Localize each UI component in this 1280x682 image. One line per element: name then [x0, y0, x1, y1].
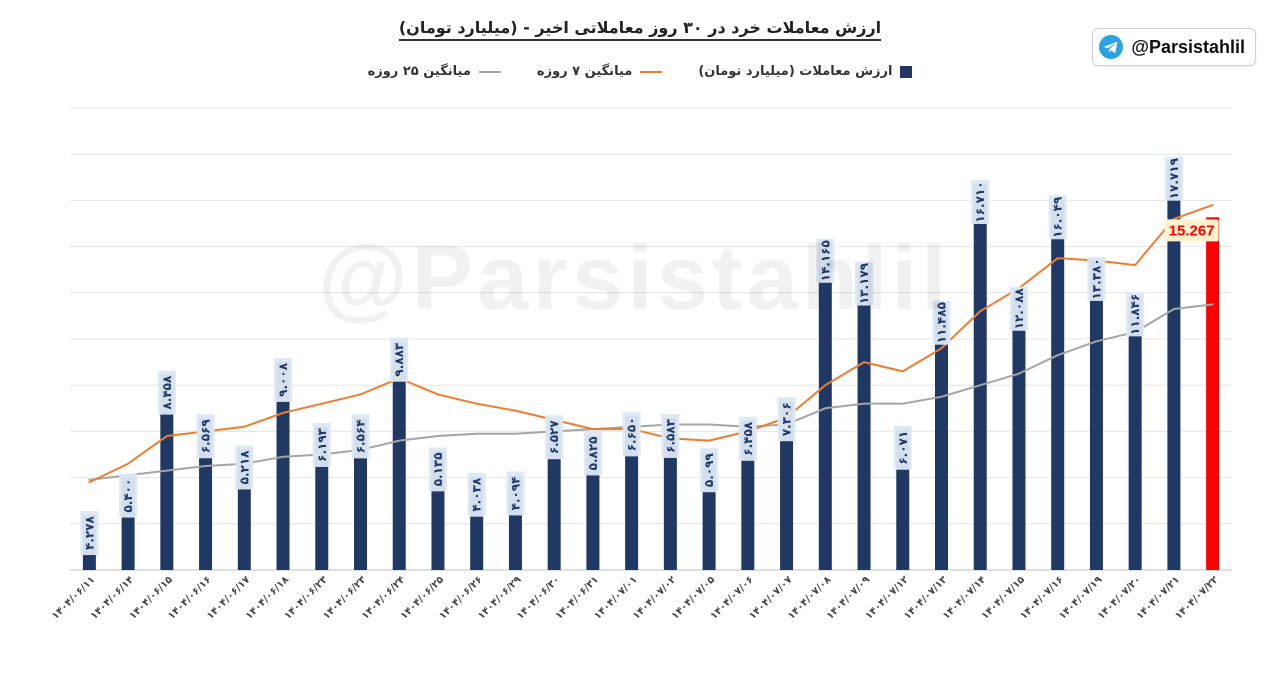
data-label-bg — [700, 448, 719, 493]
data-label-bg — [119, 473, 138, 518]
bar — [160, 374, 174, 570]
data-label-bg — [661, 413, 680, 458]
data-label-bg — [1164, 156, 1183, 201]
bar — [1089, 260, 1103, 570]
data-label-bg — [738, 416, 757, 461]
data-label-bg — [80, 511, 99, 556]
data-label: ۴.۲۷۸ — [82, 515, 96, 550]
data-label: ۶.۶۵۰ — [625, 417, 639, 451]
data-label-bg — [274, 357, 293, 402]
data-label: ۱۲.۰۸۸ — [1012, 288, 1026, 330]
data-label: ۷.۳۰۶ — [780, 402, 794, 436]
data-label-bg — [351, 414, 370, 459]
data-label: ۱۶.۷۱۰ — [973, 181, 987, 222]
bar — [1051, 199, 1065, 570]
data-label-bg — [932, 300, 951, 345]
series-line-ma25 — [88, 303, 1214, 481]
legend-label-ma7: میانگین ۷ روزه — [536, 64, 633, 79]
data-label: ۱۱.۸۴۶ — [1128, 294, 1142, 335]
data-label: ۶.۱۹۳ — [315, 427, 329, 462]
brand-handle: @Parsistahlil — [1131, 36, 1245, 57]
data-label-bg — [816, 238, 835, 283]
data-label-bg — [506, 471, 525, 516]
data-label: ۶.۵۸۳ — [663, 418, 677, 453]
bar — [1012, 290, 1026, 570]
data-label-bg — [1048, 195, 1067, 240]
chart-title: ارزش معاملات خرد در ۳۰ روز معاملاتی اخیر… — [0, 18, 1280, 41]
bar — [857, 265, 871, 570]
bar — [392, 341, 406, 570]
legend-item-ma25: میانگین ۲۵ روزه — [368, 64, 501, 79]
legend-swatch-bars — [900, 65, 913, 78]
data-label-bg — [893, 425, 912, 470]
data-label: ۱۳.۱۷۹ — [857, 262, 871, 304]
data-label: ۵.۱۳۵ — [431, 452, 445, 486]
data-label-bg — [467, 472, 486, 517]
data-label-bg — [390, 337, 409, 382]
legend-swatch-ma25 — [478, 70, 501, 73]
data-label-bg — [1087, 256, 1106, 301]
data-label: ۴.۰۹۴ — [508, 476, 522, 510]
data-label: ۹.۸۸۳ — [392, 342, 406, 377]
data-label-bg — [971, 179, 990, 224]
chart-legend: ارزش معاملات (میلیارد تومان) میانگین ۷ ر… — [0, 64, 1280, 79]
data-label: ۵.۴۰۰ — [121, 479, 135, 513]
legend-item-bars: ارزش معاملات (میلیارد تومان) — [698, 64, 913, 79]
bar — [935, 304, 948, 570]
data-label-bg — [235, 445, 254, 490]
bar — [780, 401, 794, 570]
series-line-ma7 — [88, 204, 1214, 484]
data-label: ۸.۴۵۸ — [160, 375, 174, 410]
brand-badge[interactable]: @Parsistahlil — [1092, 28, 1256, 66]
data-label-bg — [622, 412, 641, 457]
data-label: ۶.۰۷۱ — [896, 431, 910, 465]
data-label: ۵.۰۹۹ — [702, 453, 716, 488]
data-label-bg — [157, 370, 176, 415]
legend-item-ma7: میانگین ۷ روزه — [536, 64, 663, 79]
data-label-bg — [583, 431, 602, 476]
legend-label-ma25: میانگین ۲۵ روزه — [367, 64, 471, 79]
data-label-bg — [545, 415, 564, 460]
data-label-bg — [196, 414, 215, 459]
data-label-bg — [1126, 292, 1145, 337]
data-label: ۱۱.۴۸۵ — [935, 302, 949, 343]
data-label-bg — [855, 261, 874, 306]
bar — [973, 183, 987, 570]
data-label: ۵.۸۲۵ — [586, 437, 600, 471]
data-label-bg — [1164, 219, 1219, 242]
data-label: ۱۶.۰۴۹ — [1051, 196, 1065, 238]
data-label: ۴.۰۳۸ — [470, 477, 484, 512]
data-label: ۱۴.۱۶۵ — [818, 240, 832, 281]
bar — [1206, 217, 1220, 570]
data-label: ۶.۵۲۷ — [547, 420, 561, 455]
data-label-bg — [1009, 286, 1028, 331]
legend-label-bars: ارزش معاملات (میلیارد تومان) — [698, 64, 893, 79]
data-label: ۱۳.۳۸۰ — [1089, 258, 1103, 299]
chart-title-text: ارزش معاملات خرد در ۳۰ روز معاملاتی اخیر… — [398, 18, 882, 41]
bar — [1167, 160, 1181, 570]
data-label-bg — [428, 447, 447, 492]
legend-swatch-ma7 — [640, 70, 663, 73]
bar — [1128, 296, 1142, 570]
telegram-icon — [1099, 35, 1124, 59]
data-label: ۶.۵۶۹ — [199, 419, 213, 454]
data-label: ۹.۰۰۸ — [276, 362, 290, 397]
data-label: ۶.۴۵۸ — [741, 421, 755, 456]
data-label: ۶.۵۶۴ — [354, 419, 368, 453]
data-label-bg — [777, 397, 796, 442]
data-label: ۱۷.۷۱۹ — [1167, 157, 1181, 199]
bar — [818, 242, 832, 570]
data-label-bg — [312, 422, 331, 467]
data-label: ۵.۲۱۸ — [237, 450, 251, 485]
data-label: 15.267 — [1169, 222, 1215, 239]
